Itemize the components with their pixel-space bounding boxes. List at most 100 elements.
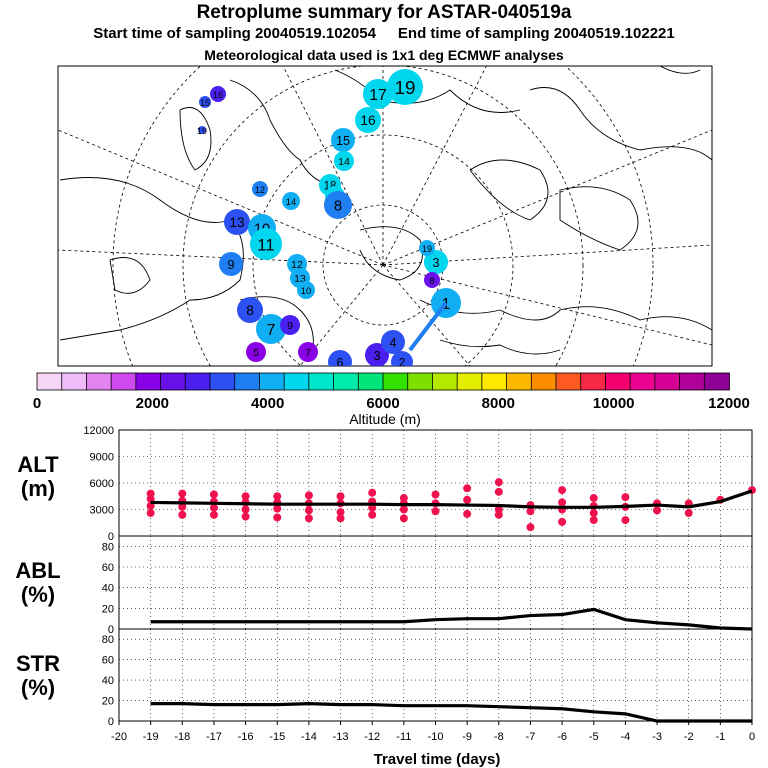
scatter-point — [368, 510, 377, 519]
colorbar-swatch — [308, 372, 335, 391]
colorbar-swatch — [605, 372, 632, 391]
plume-marker-label: 13 — [294, 273, 306, 285]
panel-ylabel: STR — [16, 651, 60, 676]
x-tick-label: -5 — [589, 731, 599, 743]
scatter-point — [273, 513, 282, 522]
plume-marker-label: 8 — [246, 303, 254, 318]
plume-marker-label: 5 — [253, 347, 259, 359]
scatter-point — [589, 516, 598, 525]
x-tick-label: -14 — [301, 731, 317, 743]
colorbar-tick-label: 10000 — [593, 395, 635, 412]
y-tick-label: 12000 — [83, 425, 114, 437]
scatter-point — [178, 489, 187, 498]
colorbar-swatch — [407, 372, 434, 391]
scatter-point — [621, 516, 630, 525]
plume-marker — [419, 240, 435, 256]
plume-marker — [391, 351, 413, 366]
plume-marker — [424, 272, 440, 288]
scatter-point — [241, 512, 250, 521]
x-tick-label: -18 — [174, 731, 190, 743]
colorbar-swatch — [61, 372, 88, 391]
colorbar-swatch — [530, 372, 557, 391]
colorbar-swatch — [456, 372, 483, 391]
scatter-point — [526, 523, 535, 532]
plume-marker — [328, 350, 352, 366]
y-tick-label: 60 — [102, 655, 114, 667]
colorbar-tick-label: 2000 — [136, 395, 169, 412]
plume-marker — [424, 250, 448, 274]
x-tick-label: -3 — [652, 731, 662, 743]
y-tick-label: 3000 — [90, 505, 114, 517]
plume-marker — [334, 151, 354, 171]
plume-marker-label: 14 — [338, 156, 350, 168]
scatter-point — [178, 510, 187, 519]
y-tick-label: 20 — [102, 603, 114, 615]
scatter-point — [368, 488, 377, 497]
colorbar-swatch — [110, 372, 137, 391]
colorbar-tick-label: 6000 — [366, 395, 399, 412]
x-tick-label: -7 — [526, 731, 536, 743]
scatter-point — [621, 493, 630, 502]
x-tick-label: -15 — [269, 731, 285, 743]
x-tick-label: -13 — [333, 731, 349, 743]
polar-map: 1917161514181681310111214912131087963421… — [57, 65, 713, 367]
x-tick-label: -20 — [111, 731, 127, 743]
scatter-point — [336, 508, 345, 517]
y-tick-label: 0 — [108, 531, 114, 543]
plume-marker-label: 8 — [334, 199, 342, 215]
colorbar-swatch — [629, 372, 656, 391]
colorbar-swatch — [209, 372, 236, 391]
scatter-point — [558, 498, 567, 507]
colorbar-swatch — [36, 372, 63, 391]
y-tick-label: 80 — [102, 634, 114, 646]
end-time: End time of sampling 20040519.102221 — [397, 25, 675, 42]
scatter-point — [653, 506, 662, 515]
colorbar-swatch — [234, 372, 261, 391]
colorbar-swatch — [481, 372, 508, 391]
colorbar-swatch — [160, 372, 187, 391]
scatter-point — [209, 490, 218, 499]
scatter-point — [241, 505, 250, 514]
x-tick-label: -2 — [684, 731, 694, 743]
plume-marker — [198, 126, 206, 134]
x-tick-label: -9 — [462, 731, 472, 743]
scatter-point — [558, 517, 567, 526]
colorbar-swatch — [703, 372, 730, 391]
colorbar-swatch — [432, 372, 459, 391]
scatter-point — [146, 509, 155, 518]
scatter-point — [209, 510, 218, 519]
plume-marker — [363, 79, 393, 109]
plume-marker-label: 13 — [229, 215, 244, 230]
plume-marker-label: 10 — [301, 286, 312, 297]
plume-marker-label: 8 — [429, 276, 434, 286]
y-tick-label: 6000 — [90, 478, 114, 490]
plume-marker — [210, 86, 226, 102]
series-line-alt — [150, 489, 753, 509]
plume-marker-label: 15 — [200, 98, 210, 108]
scatter-point — [463, 484, 472, 493]
colorbar-swatch — [86, 372, 113, 391]
colorbar-tick-label: 4000 — [251, 395, 284, 412]
plume-marker — [246, 342, 266, 362]
plume-marker-label: 3 — [373, 349, 380, 363]
plume-marker-label: 14 — [286, 197, 297, 208]
sampling-times: Start time of sampling 20040519.102054 En… — [0, 25, 768, 42]
colorbar-swatch — [283, 372, 310, 391]
colorbar-swatch — [654, 372, 681, 391]
colorbar-tick-label: 8000 — [482, 395, 515, 412]
scatter-point — [178, 502, 187, 511]
recent-trajectory-segment — [408, 301, 448, 352]
plume-marker-label: 19 — [197, 126, 207, 136]
plume-marker-label: 9 — [227, 258, 234, 272]
colorbar-swatch — [259, 372, 286, 391]
plume-marker — [256, 314, 286, 344]
y-tick-label: 9000 — [90, 452, 114, 464]
plume-marker — [365, 343, 389, 366]
colorbar-swatch — [357, 372, 384, 391]
scatter-point — [273, 492, 282, 501]
colorbar-swatch — [135, 372, 162, 391]
colorbar-swatch — [382, 372, 409, 391]
colorbar-swatch — [184, 372, 211, 391]
